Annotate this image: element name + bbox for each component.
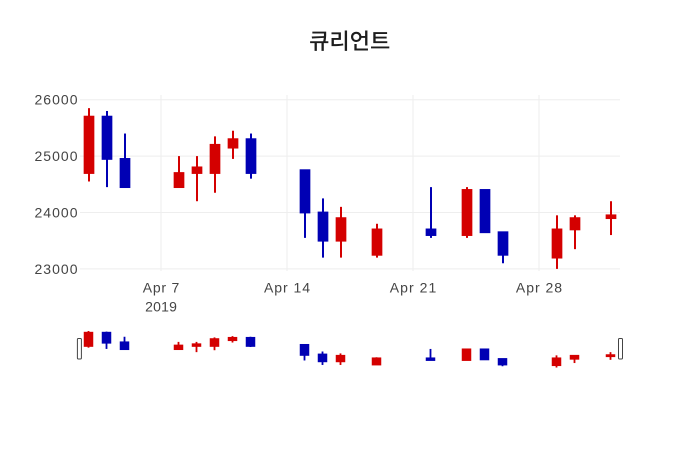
svg-text:Apr 21: Apr 21 [390, 280, 437, 296]
svg-text:Apr 7: Apr 7 [143, 280, 180, 296]
svg-text:23000: 23000 [35, 261, 78, 277]
svg-text:25000: 25000 [35, 148, 78, 164]
svg-text:Apr 28: Apr 28 [516, 280, 562, 296]
svg-text:Apr 14: Apr 14 [264, 280, 310, 296]
svg-text:24000: 24000 [35, 204, 78, 220]
svg-text:26000: 26000 [35, 92, 78, 108]
svg-text:2019: 2019 [145, 299, 177, 315]
